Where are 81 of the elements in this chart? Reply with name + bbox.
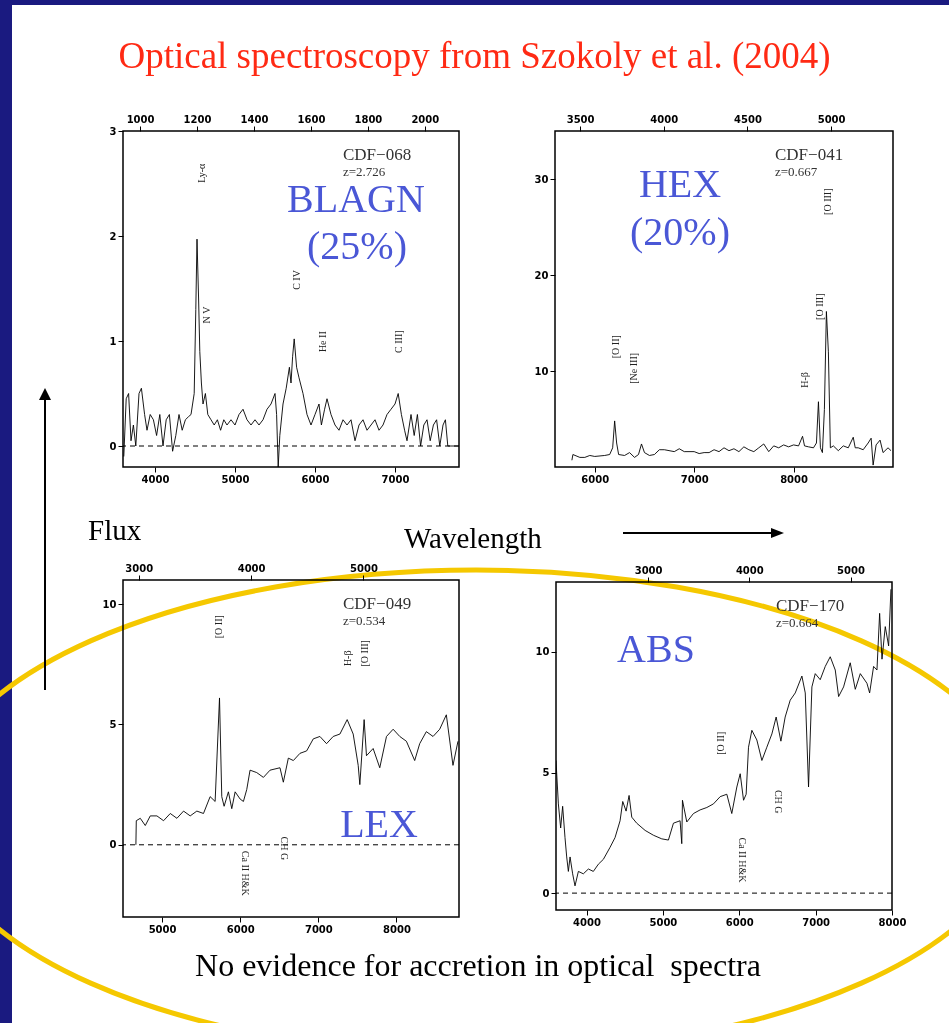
chart-title: Optical spectroscopy from Szokoly et al. (2004) [117, 34, 832, 77]
annotation: z=0.534 [343, 613, 386, 628]
annotation: [O II] [213, 615, 225, 639]
x-tick-label: 8000 [383, 923, 411, 935]
x2-tick-label: 1600 [297, 113, 326, 125]
y-tick-label: 10 [102, 598, 117, 610]
y-tick-label: 3 [109, 125, 117, 137]
x2-tick-label: 1800 [354, 113, 383, 125]
text: No evidence for accretion in optical spectra [194, 947, 762, 984]
annotation: [O II] [714, 731, 726, 755]
x-tick-label: 6000 [581, 473, 610, 485]
annotation: [O III] [814, 293, 825, 320]
x2-tick-label: 4500 [734, 113, 762, 125]
annotation: CDF−041 [775, 145, 844, 164]
annotation: [O III] [822, 188, 834, 215]
annotation: CH G [279, 836, 290, 861]
x2-tick-label: 1200 [183, 113, 212, 125]
annotation: [O III] [359, 640, 370, 667]
annotation: CDF−068 [343, 145, 412, 164]
x-tick-label: 6000 [301, 473, 330, 485]
y-tick-label: 5 [542, 767, 550, 779]
y-tick-label: 10 [535, 646, 550, 658]
annotation: N V [200, 305, 212, 324]
annotation: z=0.667 [775, 164, 818, 179]
annotation: Ca II H&K [737, 837, 748, 884]
x2-tick-label: 4000 [650, 113, 679, 125]
annotation: CDF−049 [343, 594, 412, 613]
annotation: BLAGN [287, 176, 425, 221]
annotation: ABS [617, 626, 695, 671]
annotation: (25%) [307, 223, 407, 268]
x2-tick-label: 2000 [411, 113, 440, 125]
y-tick-label: 10 [534, 365, 549, 377]
annotation: CDF−170 [776, 596, 845, 615]
y-tick-label: 30 [534, 173, 549, 185]
annotation: LEX [340, 801, 418, 846]
annotation: C IV [290, 269, 302, 290]
x2-tick-label: 5000 [817, 113, 846, 125]
x-axis-title: Wavelength [404, 522, 542, 555]
annotation: H-β [799, 372, 810, 388]
annotation: (20%) [630, 209, 730, 254]
x2-tick-label: 4000 [735, 564, 764, 576]
x2-tick-label: 5000 [837, 564, 865, 576]
x2-tick-label: 5000 [350, 562, 378, 574]
x-tick-label: 7000 [304, 923, 333, 935]
x-tick-label: 8000 [780, 473, 809, 485]
x2-tick-label: 1400 [240, 113, 269, 125]
y-tick-label: 1 [109, 335, 117, 347]
annotation: Ca II H&K [240, 850, 251, 897]
x-tick-label: 4000 [141, 473, 170, 485]
x-tick-label: 8000 [878, 916, 907, 928]
x-tick-label: 7000 [381, 473, 410, 485]
annotation: He II [316, 331, 328, 353]
x2-tick-label: 1000 [126, 113, 155, 125]
x-tick-label: 4000 [573, 916, 601, 928]
x2-tick-label: 3000 [125, 562, 154, 574]
x2-tick-label: 3500 [566, 113, 595, 125]
x-tick-label: 6000 [226, 923, 255, 935]
x-tick-label: 5000 [148, 923, 177, 935]
annotation: z=2.726 [343, 164, 386, 179]
y-tick-label: 5 [109, 718, 117, 730]
annotation: HEX [638, 161, 722, 206]
y-axis-title: Flux [88, 514, 142, 547]
y-tick-label: 2 [109, 230, 117, 242]
x-tick-label: 5000 [649, 916, 678, 928]
annotation: [O II] [610, 335, 621, 359]
annotation: H-β [342, 650, 354, 667]
annotation: C III] [393, 330, 405, 353]
x2-tick-label: 3000 [634, 564, 663, 576]
x-tick-label: 7000 [680, 473, 709, 485]
x2-tick-label: 4000 [237, 562, 266, 574]
annotation: [Ne III] [628, 352, 639, 384]
x-tick-label: 5000 [221, 473, 250, 485]
annotation: Ly-α [195, 162, 207, 183]
y-tick-label: 0 [109, 839, 117, 851]
y-tick-label: 0 [109, 440, 117, 452]
x-tick-label: 6000 [725, 916, 754, 928]
annotation: CH G [773, 789, 785, 814]
annotation: z=0.664 [776, 615, 819, 630]
y-tick-label: 0 [542, 887, 550, 899]
x-tick-label: 7000 [802, 916, 831, 928]
y-tick-label: 20 [534, 269, 549, 281]
